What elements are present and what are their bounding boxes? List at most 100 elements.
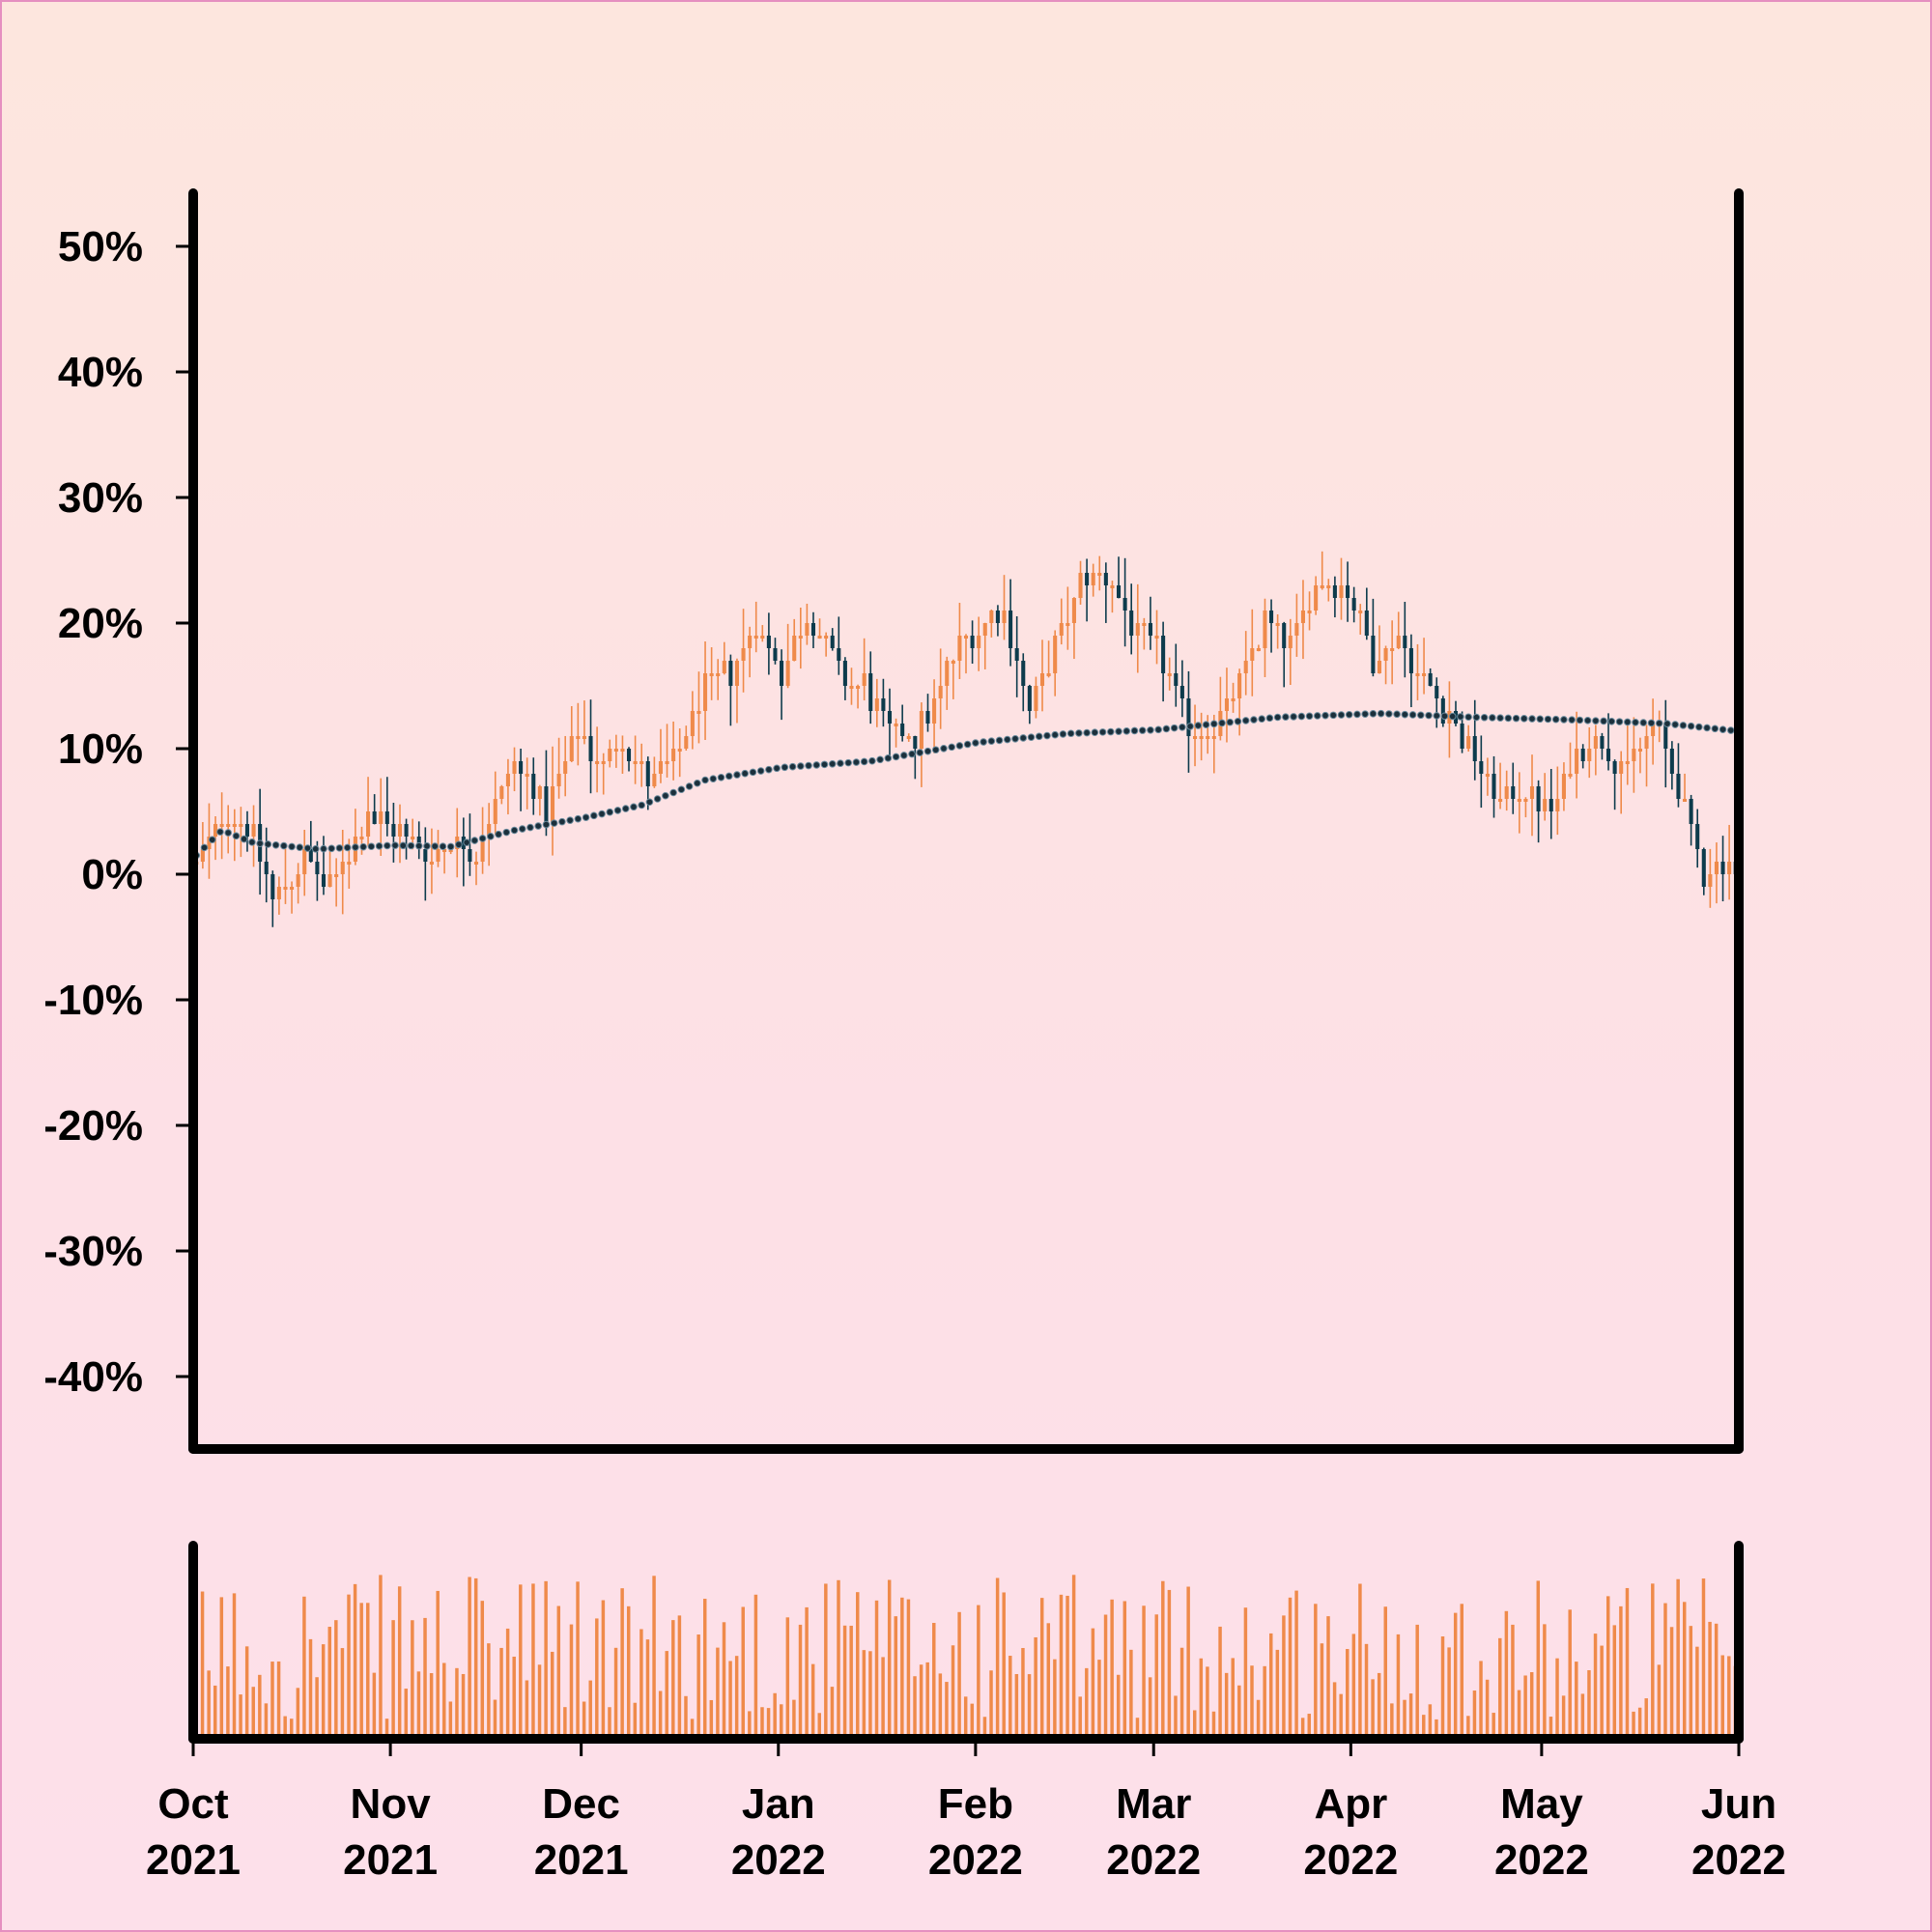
- volume-bar: [251, 1687, 255, 1739]
- candle: [773, 638, 778, 665]
- moving-average-point: [837, 759, 844, 768]
- moving-average-point: [1568, 716, 1576, 724]
- volume-bar: [805, 1606, 809, 1739]
- moving-average-point: [1433, 712, 1441, 720]
- volume-bar: [1651, 1583, 1655, 1739]
- moving-average-point: [463, 838, 470, 846]
- moving-average-point: [1385, 710, 1393, 718]
- volume-bar: [270, 1662, 274, 1739]
- candle: [1358, 604, 1363, 635]
- moving-average-point: [613, 807, 622, 814]
- volume-bar: [1256, 1699, 1261, 1739]
- x-tick-month-label: Jan: [742, 1780, 815, 1828]
- moving-average-point: [1647, 719, 1656, 727]
- volume-bar: [1460, 1604, 1464, 1739]
- volume-bar: [881, 1657, 885, 1739]
- candle: [1415, 643, 1420, 700]
- candle: [1320, 551, 1324, 590]
- candle: [569, 706, 574, 763]
- moving-average-point: [414, 841, 423, 850]
- candle: [925, 694, 930, 732]
- candle: [416, 821, 421, 860]
- moving-average-point: [1393, 710, 1401, 719]
- volume-bar: [1148, 1677, 1152, 1739]
- moving-average-point: [1035, 732, 1043, 741]
- volume-bar: [1632, 1711, 1635, 1739]
- volume-bar: [1154, 1614, 1158, 1739]
- volume-bar: [296, 1688, 300, 1739]
- moving-average-point: [1027, 733, 1036, 741]
- moving-average-point: [200, 843, 209, 852]
- candle: [1568, 742, 1573, 780]
- candle: [1676, 743, 1681, 808]
- volume-bar: [658, 1690, 663, 1739]
- volume-bar: [1575, 1662, 1578, 1739]
- moving-average-point: [455, 840, 463, 849]
- moving-average-point: [280, 841, 288, 850]
- moving-average-point: [741, 769, 749, 778]
- moving-average-point: [1671, 721, 1679, 728]
- moving-average-point: [908, 750, 916, 758]
- moving-average-point: [1536, 715, 1545, 724]
- candle: [805, 603, 810, 645]
- candle: [1002, 575, 1007, 640]
- volume-bar: [461, 1673, 466, 1739]
- moving-average-point: [916, 749, 924, 756]
- volume-bar: [1211, 1711, 1216, 1739]
- moving-average-point: [1066, 729, 1075, 738]
- candle: [932, 679, 937, 753]
- candle: [906, 733, 911, 742]
- candle: [1511, 762, 1516, 814]
- volume-bar: [837, 1579, 840, 1739]
- volume-bar: [550, 1651, 554, 1739]
- candle: [887, 688, 893, 761]
- volume-bar: [519, 1584, 523, 1739]
- volume-bar: [239, 1694, 242, 1739]
- volume-bar: [423, 1617, 427, 1739]
- moving-average-point: [232, 832, 241, 840]
- volume-bar: [780, 1704, 783, 1739]
- moving-average-point: [248, 838, 256, 846]
- moving-average-point: [1369, 710, 1378, 718]
- volume-bar: [989, 1670, 993, 1739]
- volume-bar: [531, 1583, 535, 1739]
- moving-average-point: [694, 779, 701, 787]
- candle: [537, 784, 542, 816]
- moving-average-point: [621, 805, 630, 812]
- moving-average-point: [224, 829, 233, 837]
- candle: [868, 651, 873, 724]
- moving-average-point: [1416, 711, 1425, 720]
- price-panel: [188, 188, 1744, 1454]
- moving-average-point: [765, 765, 773, 774]
- volume-bar: [556, 1605, 561, 1739]
- candle: [1580, 744, 1585, 769]
- moving-average-point: [1512, 714, 1520, 723]
- volume-bar: [671, 1620, 675, 1739]
- candle: [1637, 737, 1642, 774]
- y-tick-label: 50%: [58, 223, 143, 270]
- candle: [1498, 762, 1503, 810]
- moving-average-point: [1401, 710, 1409, 719]
- volume-bar: [1103, 1614, 1108, 1739]
- volume-bar: [505, 1628, 510, 1739]
- volume-bar: [1669, 1627, 1674, 1739]
- candle: [1548, 768, 1553, 839]
- candle: [1263, 598, 1267, 678]
- volume-bar: [1364, 1643, 1369, 1739]
- moving-average-point: [1170, 724, 1179, 732]
- volume-bar: [1619, 1605, 1623, 1739]
- candle: [798, 607, 803, 669]
- candle: [639, 743, 644, 787]
- volume-bar: [1179, 1647, 1184, 1739]
- volume-bar: [906, 1599, 911, 1739]
- volume-bar: [525, 1680, 529, 1739]
- moving-average-point: [1011, 734, 1019, 743]
- candle: [1663, 699, 1668, 788]
- volume-bar: [1110, 1599, 1114, 1739]
- volume-bar: [563, 1707, 567, 1739]
- candle: [963, 634, 969, 674]
- volume-bar: [849, 1625, 853, 1739]
- candle: [842, 657, 847, 700]
- volume-bar: [473, 1577, 478, 1739]
- candle: [1701, 847, 1706, 895]
